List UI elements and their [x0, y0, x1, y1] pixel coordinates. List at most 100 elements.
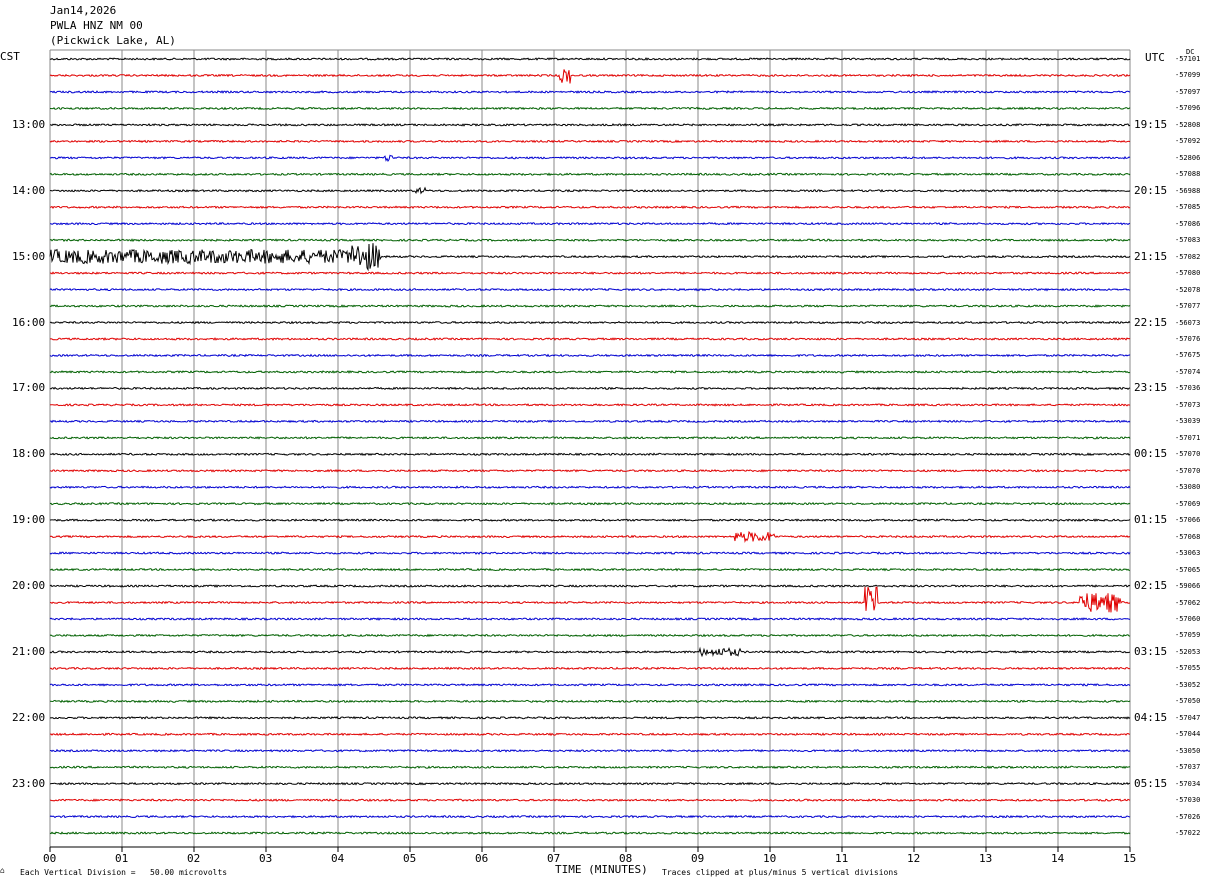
dc-offset-value: -57071	[1175, 433, 1201, 442]
dc-offset-value: -57026	[1175, 812, 1201, 821]
dc-offset-value: -57085	[1175, 203, 1201, 212]
right-timezone-label: UTC	[1145, 51, 1165, 64]
seismic-trace	[49, 501, 1131, 506]
header-station: PWLA HNZ NM 00	[50, 19, 143, 32]
dc-offset-value: -57070	[1175, 466, 1201, 475]
seismic-trace	[49, 617, 1131, 621]
dc-offset-value: -53050	[1175, 746, 1201, 755]
x-axis-label: TIME (MINUTES)	[555, 863, 648, 876]
seismic-trace	[49, 452, 1131, 457]
dc-offset-value: -57083	[1175, 236, 1201, 245]
seismic-trace	[49, 287, 1131, 292]
seismic-trace	[49, 90, 1131, 94]
seismic-trace	[49, 699, 1131, 704]
seismic-trace	[49, 781, 1131, 786]
dc-offset-value: -57082	[1175, 252, 1201, 261]
seismic-trace	[49, 831, 1131, 835]
seismic-trace	[49, 186, 1131, 195]
dc-offset-value: -57088	[1175, 170, 1201, 179]
dc-offset-value: -57070	[1175, 450, 1201, 459]
footer-clip-note: Traces clipped at plus/minus 5 vertical …	[662, 868, 899, 877]
right-hour-label: 00:15	[1134, 447, 1168, 461]
seismic-trace	[49, 353, 1131, 358]
dc-offset-value: -53063	[1175, 549, 1201, 558]
right-hour-label: 01:15	[1134, 513, 1168, 527]
x-tick-label: 04	[331, 852, 345, 865]
dc-offset-value: -57096	[1175, 104, 1201, 113]
x-tick-label: 10	[763, 852, 777, 865]
dc-offset-value: -57036	[1175, 384, 1201, 393]
seismic-trace	[49, 205, 1131, 210]
dc-offset-value: -57047	[1175, 713, 1201, 722]
dc-offset-value: -53039	[1175, 417, 1201, 426]
right-hour-label: 19:15	[1134, 117, 1168, 131]
seismic-trace	[49, 304, 1131, 308]
seismic-trace	[49, 419, 1131, 424]
x-tick-label: 15	[1123, 852, 1137, 865]
left-hour-label: 23:00	[12, 776, 46, 790]
left-hour-label: 17:00	[12, 381, 46, 395]
dc-offset-value: -57065	[1175, 565, 1201, 574]
dc-offset-value: -52808	[1175, 120, 1201, 129]
seismic-trace	[49, 530, 1131, 544]
dc-offset-value: -56073	[1175, 318, 1201, 327]
seismic-trace	[49, 238, 1131, 243]
seismic-trace	[49, 436, 1131, 440]
dc-offset-value: -57092	[1175, 137, 1201, 146]
right-hour-label: 22:15	[1134, 315, 1168, 329]
dc-offset-value: -57044	[1175, 730, 1201, 739]
dc-offset-value: -57060	[1175, 614, 1201, 623]
dc-offset-value: -57050	[1175, 697, 1201, 706]
seismic-trace	[49, 468, 1131, 473]
dc-offset-value: -57074	[1175, 367, 1201, 376]
dc-offset-value: -57068	[1175, 532, 1201, 541]
seismic-trace	[49, 584, 1131, 588]
left-timezone-label: CST	[0, 50, 20, 63]
dc-offset-value: -57073	[1175, 400, 1201, 409]
dc-corner-label: DC	[1186, 48, 1195, 56]
seismic-trace	[49, 765, 1131, 770]
dc-offset-value: -59066	[1175, 582, 1201, 591]
seismic-trace	[50, 221, 1131, 226]
seismic-trace	[49, 139, 1131, 144]
dc-offset-value: -57097	[1175, 87, 1201, 96]
seismic-trace	[49, 271, 1131, 275]
left-hour-label: 21:00	[12, 644, 46, 658]
seismic-trace	[49, 551, 1131, 555]
dc-offset-value: -57086	[1175, 219, 1201, 228]
seismic-trace	[49, 732, 1131, 737]
header-date: Jan14,2026	[50, 4, 117, 17]
seismic-trace	[49, 337, 1131, 341]
seismic-trace	[49, 666, 1131, 671]
seismic-trace	[49, 123, 1131, 127]
dc-offset-value: -56988	[1175, 186, 1201, 195]
right-hour-label: 03:15	[1134, 644, 1168, 658]
dc-offset-value: -52806	[1175, 153, 1201, 162]
dc-offset-value: -57076	[1175, 334, 1201, 343]
dc-offset-value: -57062	[1175, 598, 1201, 607]
x-tick-label: 05	[403, 852, 417, 865]
dc-offset-value: -57034	[1175, 779, 1201, 788]
dc-offset-value: -57675	[1175, 351, 1201, 360]
dc-offset-value: -52053	[1175, 647, 1201, 656]
left-hour-label: 13:00	[12, 117, 46, 131]
left-hour-label: 20:00	[12, 579, 46, 593]
right-hour-label: 02:15	[1134, 579, 1168, 593]
dc-offset-value: -57030	[1175, 796, 1201, 805]
x-tick-label: 02	[187, 852, 201, 865]
seismic-trace	[49, 715, 1131, 720]
seismic-trace	[49, 172, 1131, 177]
footer-scale-note: Each Vertical Division = 50.00 microvolt…	[20, 868, 228, 877]
dc-offset-value: -53052	[1175, 680, 1201, 689]
x-tick-label: 13	[979, 852, 993, 865]
seismic-trace	[49, 683, 1131, 687]
right-hour-label: 05:15	[1134, 776, 1168, 790]
dc-offset-value: -52078	[1175, 285, 1201, 294]
x-tick-label: 08	[619, 852, 633, 865]
x-tick-label: 07	[547, 852, 561, 865]
x-tick-label: 01	[115, 852, 129, 865]
right-hour-label: 21:15	[1134, 249, 1168, 263]
seismic-trace	[49, 518, 1131, 523]
dc-offset-value: -57101	[1175, 55, 1201, 63]
